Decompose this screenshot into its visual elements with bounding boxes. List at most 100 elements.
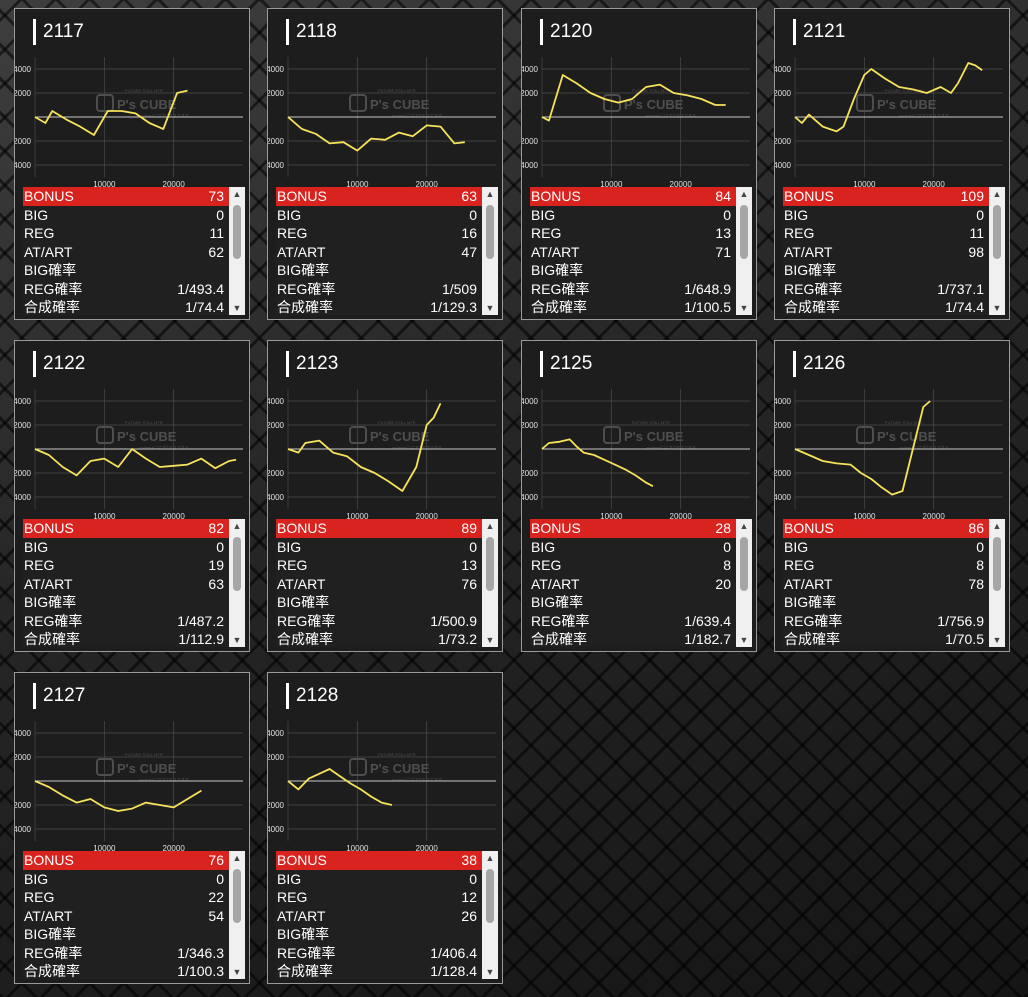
- scrollbar-thumb[interactable]: [740, 205, 748, 259]
- stat-value: 73: [208, 188, 224, 205]
- stat-value: 1/74.4: [185, 299, 224, 316]
- slump-chart: P's CUBE FUTURE STILL MTR ondemzにはアクセスできる 4…: [15, 379, 251, 521]
- scroll-up-icon[interactable]: ▲: [232, 521, 242, 531]
- scroll-up-icon[interactable]: ▲: [485, 853, 495, 863]
- scrollbar[interactable]: ▲ ▼: [482, 851, 498, 979]
- scroll-up-icon[interactable]: ▲: [232, 853, 242, 863]
- stat-label: BIG確率: [24, 926, 77, 943]
- stat-label: REG確率: [24, 280, 83, 297]
- scroll-up-icon[interactable]: ▲: [739, 521, 749, 531]
- stat-label: 合成確率: [24, 963, 80, 980]
- scroll-down-icon[interactable]: ▼: [485, 635, 495, 645]
- scrollbar[interactable]: ▲ ▼: [229, 187, 245, 315]
- watermark-note: ondemzにはアクセスできる: [646, 444, 696, 450]
- stat-value: 76: [208, 852, 224, 869]
- scroll-down-icon[interactable]: ▼: [232, 967, 242, 977]
- scrollbar[interactable]: ▲ ▼: [989, 519, 1005, 647]
- stat-value: 1/639.4: [684, 612, 731, 629]
- scrollbar-thumb[interactable]: [993, 537, 1001, 591]
- scrollbar[interactable]: ▲ ▼: [229, 519, 245, 647]
- machine-card[interactable]: 2125 P's CUBE FUTURE STILL MTR ondemzにはアクセス…: [521, 340, 757, 652]
- machine-card[interactable]: 2121 P's CUBE FUTURE STILL MTR ondemzにはアクセス…: [774, 8, 1010, 320]
- slump-line: [34, 780, 202, 812]
- scroll-down-icon[interactable]: ▼: [232, 303, 242, 313]
- y-tick-label: -2000: [15, 801, 32, 810]
- scrollbar-thumb[interactable]: [486, 537, 494, 591]
- scrollbar[interactable]: ▲ ▼: [482, 519, 498, 647]
- machine-card[interactable]: 2118 P's CUBE FUTURE STILL MTR ondemzにはアクセス…: [267, 8, 503, 320]
- scroll-up-icon[interactable]: ▲: [232, 189, 242, 199]
- scroll-down-icon[interactable]: ▼: [485, 303, 495, 313]
- watermark-icon: [96, 94, 114, 112]
- scroll-down-icon[interactable]: ▼: [992, 303, 1002, 313]
- scrollbar-thumb[interactable]: [233, 537, 241, 591]
- stat-label: 合成確率: [277, 963, 333, 980]
- y-tick-label: -2000: [522, 137, 539, 146]
- scroll-down-icon[interactable]: ▼: [232, 635, 242, 645]
- reg-row: REG 11: [23, 224, 229, 243]
- machine-card[interactable]: 2127 P's CUBE FUTURE STILL MTR ondemzにはアクセス…: [14, 672, 250, 984]
- stat-value: 16: [461, 225, 477, 242]
- scrollbar[interactable]: ▲ ▼: [989, 187, 1005, 315]
- slump-line: [794, 400, 931, 496]
- stat-value: 1/128.4: [430, 963, 477, 980]
- stat-label: REG確率: [277, 944, 336, 961]
- machine-card[interactable]: 2128 P's CUBE FUTURE STILL MTR ondemzにはアクセス…: [267, 672, 503, 984]
- scrollbar[interactable]: ▲ ▼: [736, 519, 752, 647]
- big-rate-row: BIG確率: [276, 593, 482, 612]
- scrollbar[interactable]: ▲ ▼: [229, 851, 245, 979]
- watermark-note: ondemzにはアクセスできる: [646, 112, 696, 118]
- stat-value: 89: [461, 520, 477, 537]
- y-tick-label: -4000: [268, 493, 285, 502]
- stat-value: 1/100.5: [684, 299, 731, 316]
- slump-chart: P's CUBE FUTURE STILL MTR ondemzにはアクセスできる 4…: [268, 379, 504, 521]
- scrollbar[interactable]: ▲ ▼: [482, 187, 498, 315]
- scrollbar-thumb[interactable]: [233, 869, 241, 923]
- scrollbar-thumb[interactable]: [486, 869, 494, 923]
- scroll-down-icon[interactable]: ▼: [739, 303, 749, 313]
- stat-value: 28: [715, 520, 731, 537]
- watermark-logo: P's CUBE FUTURE STILL MTR ondemzにはアクセスできる: [96, 752, 189, 782]
- watermark-icon: [96, 758, 114, 776]
- stat-label: BIG: [24, 870, 49, 887]
- stat-value: 12: [461, 889, 477, 906]
- watermark-logo: P's CUBE FUTURE STILL MTR ondemzにはアクセスできる: [349, 420, 442, 450]
- scroll-up-icon[interactable]: ▲: [992, 521, 1002, 531]
- slump-chart: P's CUBE FUTURE STILL MTR ondemzにはアクセスできる 4…: [775, 379, 1011, 521]
- stats-table: BONUS 38 BIG 0 REG 12 AT/ART 26 BIG確率 REG確率 1/406.…: [276, 851, 498, 979]
- scrollbar-thumb[interactable]: [486, 205, 494, 259]
- scroll-down-icon[interactable]: ▼: [992, 635, 1002, 645]
- machine-card[interactable]: 2126 P's CUBE FUTURE STILL MTR ondemzにはアクセス…: [774, 340, 1010, 652]
- scroll-up-icon[interactable]: ▲: [992, 189, 1002, 199]
- watermark-note: ondemzにはアクセスできる: [392, 776, 442, 782]
- y-tick-label: -4000: [268, 825, 285, 834]
- watermark-sub: FUTURE STILL MTR: [632, 420, 670, 425]
- y-tick-label: -2000: [522, 469, 539, 478]
- stat-label: REG: [784, 225, 815, 242]
- scroll-up-icon[interactable]: ▲: [739, 189, 749, 199]
- machine-card[interactable]: 2120 P's CUBE FUTURE STILL MTR ondemzにはアクセス…: [521, 8, 757, 320]
- stat-value: 84: [715, 188, 731, 205]
- machine-card[interactable]: 2117 P's CUBE FUTURE STILL MTR ondemzにはアクセス…: [14, 8, 250, 320]
- scroll-down-icon[interactable]: ▼: [739, 635, 749, 645]
- scroll-up-icon[interactable]: ▲: [485, 521, 495, 531]
- stat-value: 0: [216, 538, 224, 555]
- watermark-note: ondemzにはアクセスできる: [139, 776, 189, 782]
- watermark-icon: [603, 426, 621, 444]
- big-row: BIG 0: [530, 538, 736, 557]
- machine-card[interactable]: 2123 P's CUBE FUTURE STILL MTR ondemzにはアクセス…: [267, 340, 503, 652]
- stat-label: BIG確率: [784, 262, 837, 279]
- scrollbar-thumb[interactable]: [233, 205, 241, 259]
- scroll-down-icon[interactable]: ▼: [485, 967, 495, 977]
- watermark-brand: P's CUBE: [117, 761, 177, 776]
- stat-value: 8: [723, 557, 731, 574]
- scrollbar-thumb[interactable]: [993, 205, 1001, 259]
- slump-chart: P's CUBE FUTURE STILL MTR ondemzにはアクセスできる 4…: [15, 47, 251, 189]
- at-art-row: AT/ART 78: [783, 575, 989, 594]
- bonus-row: BONUS 109: [783, 187, 989, 206]
- scrollbar-thumb[interactable]: [740, 537, 748, 591]
- machine-card[interactable]: 2122 P's CUBE FUTURE STILL MTR ondemzにはアクセス…: [14, 340, 250, 652]
- watermark-icon: [96, 426, 114, 444]
- scroll-up-icon[interactable]: ▲: [485, 189, 495, 199]
- scrollbar[interactable]: ▲ ▼: [736, 187, 752, 315]
